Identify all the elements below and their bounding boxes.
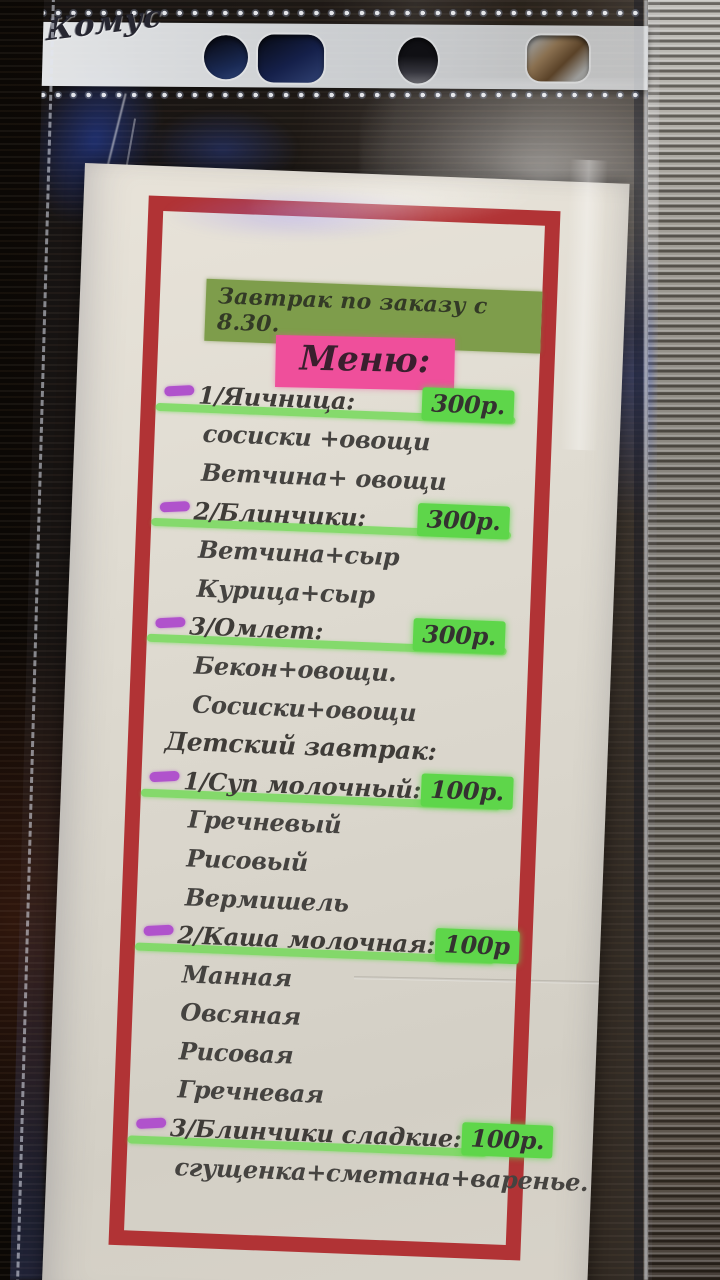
item-name: Овсяная [179, 997, 302, 1032]
item-name: сосиски +овощи [202, 419, 431, 457]
menu-rows: 1/Яичница: 300р. сосиски +овощи Ветчина+ ов… [127, 374, 589, 1197]
purple-marker-dash-icon [143, 924, 174, 937]
item-price: 300р. [417, 502, 511, 540]
item-name: Гречневый [187, 804, 342, 840]
item-price: 100р. [420, 773, 514, 810]
purple-marker-dash-icon [135, 1117, 167, 1130]
punch-hole [526, 35, 590, 82]
item-name: Ветчина+сыр [197, 534, 400, 572]
purple-marker-dash-icon [155, 616, 186, 628]
item-name: 1/Яичница: [197, 380, 356, 416]
item-name: Гречневая [176, 1074, 325, 1110]
item-name: Детский завтрак: [164, 726, 438, 767]
punch-hole [257, 34, 325, 83]
sleeve-right-edge-highlight [644, 0, 648, 1280]
item-name: 3/Омлет: [188, 611, 324, 646]
menu-card: Завтрак по заказу с 8.30. Меню: 1/Яичниц… [41, 163, 630, 1280]
item-price: 300р. [421, 386, 515, 424]
item-name: Бекон+овощи. [193, 650, 398, 688]
wooden-table-right-reflection [648, 0, 720, 1280]
item-name: сгущенка+сметана+варенье. [173, 1151, 589, 1197]
item-price: 100р. [460, 1122, 554, 1159]
purple-marker-dash-icon [149, 770, 180, 783]
purple-marker-dash-icon [164, 385, 195, 397]
punch-hole [397, 37, 439, 84]
plastic-reflection-smudge [165, 188, 435, 240]
item-name: Сосиски+овощи [191, 689, 417, 727]
item-name: Курица+сыр [196, 573, 376, 610]
punch-hole [203, 35, 249, 80]
item-price: 300р. [412, 618, 506, 655]
item-name: Рисовая [178, 1036, 294, 1070]
perforation-dots-row [36, 88, 648, 102]
item-name: Ветчина+ овощи [200, 457, 447, 497]
item-name: Манная [181, 959, 293, 993]
perforation-dots-row [36, 6, 648, 20]
item-price: 100р [434, 928, 520, 965]
purple-marker-dash-icon [159, 500, 191, 513]
item-name: 3/Блинчики сладкие: [169, 1113, 463, 1154]
item-name: Вермишель [184, 881, 350, 918]
sleeve-right-edge-shadow [634, 0, 643, 1280]
item-name: Рисовый [185, 843, 309, 877]
red-border-frame: Завтрак по заказу с 8.30. Меню: 1/Яичниц… [108, 195, 589, 1261]
